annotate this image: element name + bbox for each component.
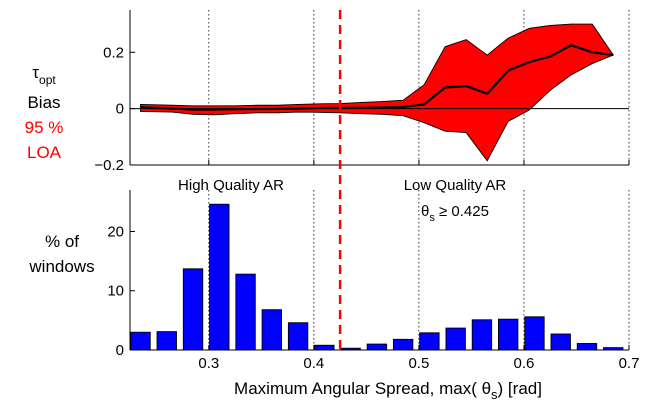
top-ylabel-text-1: Bias [27, 93, 60, 112]
bar-16 [550, 333, 571, 351]
bar-7 [314, 344, 335, 351]
bottom-xtick-label-4: 0.7 [619, 355, 640, 372]
top-ylabel-line-1: Bias [27, 93, 60, 112]
top-ytick-label-2: 0.2 [103, 44, 124, 61]
bottom-ylabel-line-1: windows [28, 257, 94, 276]
annotation-threshold-rule: θs ≥ 0.425 [421, 203, 489, 224]
bottom-xtick-label-0: 0.3 [198, 355, 219, 372]
top-ylabel-text-0: τ [32, 63, 39, 82]
loa-band [140, 23, 614, 162]
top-ytick-label-0: −0.2 [94, 157, 124, 174]
bottom-ylabel-line-0: % of [45, 232, 79, 251]
bias-line [140, 44, 614, 111]
annotation-rule-value: ≥ 0.425 [435, 203, 489, 220]
bottom-xtick-label-3: 0.6 [514, 355, 535, 372]
x-axis-label-main: Maximum Angular Spread, max( θ [234, 379, 491, 398]
bar-0 [130, 331, 151, 351]
bottom-ytick-label-2: 20 [107, 223, 124, 240]
top-ylabel-line-3: LOA [27, 143, 62, 162]
annotation-high-quality: High Quality AR [178, 177, 284, 194]
annotation-rule-sub: s [429, 212, 435, 224]
bar-2 [182, 268, 204, 351]
bar-12 [445, 327, 466, 351]
x-axis-label-tail: ) [rad] [498, 379, 542, 398]
bar-4 [235, 273, 256, 351]
bar-3 [209, 203, 230, 351]
top-ylabel-line-0: τopt [32, 63, 56, 87]
bottom-xtick-label-2: 0.5 [408, 355, 429, 372]
top-ylabel-line-2: 95 % [25, 118, 64, 137]
bottom-ytick-label-0: 0 [116, 342, 124, 359]
bar-11 [419, 332, 440, 351]
bar-6 [287, 322, 309, 351]
top-ylabel-text-3: LOA [27, 143, 62, 162]
bar-10 [392, 338, 414, 351]
top-ylabel-text-2: 95 % [25, 118, 64, 137]
bar-5 [261, 309, 282, 351]
x-axis-label: Maximum Angular Spread, max( θs) [rad] [234, 379, 542, 402]
annotation-low-quality: Low Quality AR [404, 177, 507, 194]
bar-14 [498, 318, 519, 351]
top-ytick-label-1: 0 [116, 101, 124, 118]
x-axis-label-sub: s [491, 387, 498, 402]
bar-13 [471, 319, 493, 351]
bar-17 [576, 343, 598, 351]
bottom-xtick-label-1: 0.4 [303, 355, 324, 372]
bar-15 [524, 316, 545, 351]
bottom-ytick-label-1: 10 [107, 283, 124, 300]
bar-1 [156, 331, 177, 351]
annotation-rule-theta: θ [421, 203, 429, 220]
top-ylabel-sub-0: opt [39, 73, 56, 87]
bar-9 [366, 343, 388, 351]
